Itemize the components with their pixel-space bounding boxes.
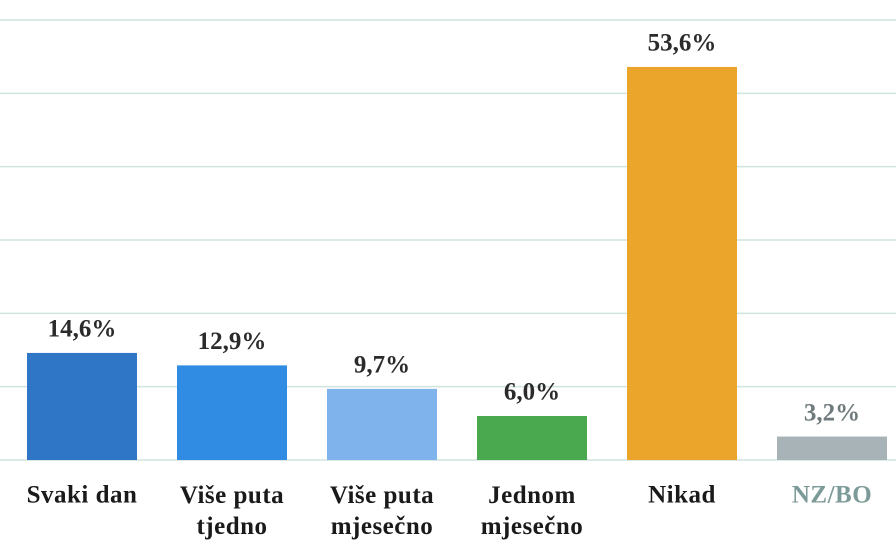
bar	[777, 436, 887, 460]
bar	[627, 66, 737, 460]
value-label: 3,2%	[804, 399, 860, 426]
value-label: 14,6%	[48, 316, 117, 343]
value-label: 12,9%	[198, 328, 267, 355]
value-label: 6,0%	[504, 379, 560, 406]
bar	[477, 416, 587, 460]
value-label: 9,7%	[354, 352, 410, 379]
value-label: 53,6%	[648, 30, 717, 57]
x-tick-label: NZ/BO	[792, 482, 872, 509]
x-tick-label: Više puta tjedno	[180, 482, 284, 540]
bar	[27, 352, 137, 460]
bar	[327, 388, 437, 460]
x-tick-label: Jednom mjesečno	[481, 482, 584, 540]
x-tick-label: Više puta mjesečno	[330, 482, 434, 540]
bar	[177, 365, 287, 460]
x-tick-label: Nikad	[648, 482, 716, 509]
x-tick-label: Svaki dan	[27, 482, 138, 509]
